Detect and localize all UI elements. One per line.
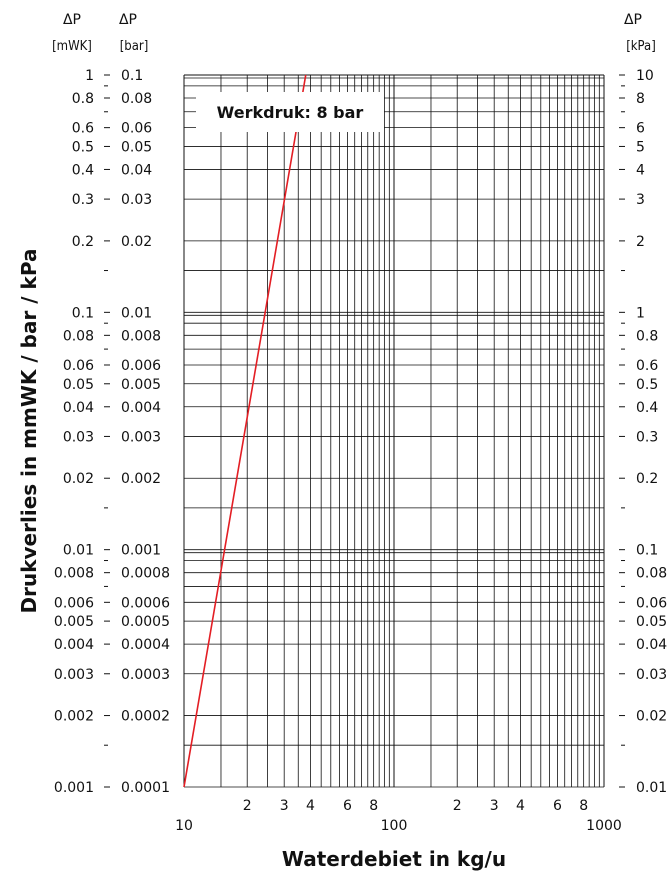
x-tick-label: 10 — [175, 818, 193, 834]
y-tick-label-mwk: 0.1 — [72, 305, 94, 321]
y-axis-title: Drukverlies in mmWK / bar / kPa — [17, 249, 41, 614]
x-tick-label: 4 — [516, 798, 525, 814]
y-tick-label-mwk: 0.02 — [63, 471, 94, 487]
x-tick-label: 2 — [243, 798, 252, 814]
y-tick-label-kpa: 2 — [636, 234, 645, 250]
x-tick-label: 8 — [579, 798, 588, 814]
y-tick-label-mwk: 0.4 — [72, 162, 94, 178]
y-tick-label-bar: 0.0005 — [121, 614, 170, 630]
y-tick-label-bar: 0.05 — [121, 139, 152, 155]
y-tick-label-mwk: 0.05 — [63, 377, 94, 393]
y-tick-label-bar: 0.004 — [121, 400, 161, 416]
y-tick-label-mwk: 0.004 — [54, 637, 94, 653]
y-tick-label-kpa: 0.04 — [636, 637, 667, 653]
y-tick-label-kpa: 5 — [636, 139, 645, 155]
bar-axis-symbol: ΔP — [119, 12, 137, 28]
y-tick-label-bar: 0.06 — [121, 121, 152, 137]
x-tick-label: 3 — [490, 798, 499, 814]
y-tick-label-bar: 0.0004 — [121, 637, 170, 653]
y-tick-label-kpa: 0.2 — [636, 471, 658, 487]
kpa-axis-symbol: ΔP — [624, 12, 642, 28]
y-tick-label-bar: 0.03 — [121, 192, 152, 208]
x-tick-label: 8 — [369, 798, 378, 814]
y-tick-label-kpa: 8 — [636, 91, 645, 107]
kpa-axis-unit: [kPa] — [626, 39, 656, 54]
x-tick-label: 3 — [280, 798, 289, 814]
y-tick-label-kpa: 0.1 — [636, 543, 658, 559]
bar-axis-unit: [bar] — [120, 39, 149, 54]
y-tick-label-mwk: 0.8 — [72, 91, 94, 107]
annotation-box — [196, 92, 384, 132]
y-tick-label-bar: 0.005 — [121, 377, 161, 393]
y-tick-label-mwk: 0.08 — [63, 328, 94, 344]
y-tick-label-bar: 0.0006 — [121, 595, 170, 611]
y-tick-label-kpa: 0.08 — [636, 566, 667, 582]
y-tick-label-kpa: 0.02 — [636, 709, 667, 725]
x-tick-label: 2 — [453, 798, 462, 814]
y-tick-label-kpa: 0.3 — [636, 429, 658, 445]
y-tick-label-mwk: 0.006 — [54, 595, 94, 611]
x-tick-label: 1000 — [586, 818, 622, 834]
y-tick-label-mwk: 0.2 — [72, 234, 94, 250]
y-tick-label-mwk: 0.5 — [72, 139, 94, 155]
y-tick-label-mwk: 0.3 — [72, 192, 94, 208]
y-tick-label-kpa: 0.5 — [636, 377, 658, 393]
y-tick-label-mwk: 0.002 — [54, 709, 94, 725]
y-tick-label-kpa: 0.8 — [636, 328, 658, 344]
y-tick-label-bar: 0.0008 — [121, 566, 170, 582]
y-tick-label-kpa: 0.03 — [636, 667, 667, 683]
y-tick-label-bar: 0.003 — [121, 429, 161, 445]
y-tick-label-bar: 0.04 — [121, 162, 152, 178]
y-tick-label-bar: 0.006 — [121, 358, 161, 374]
y-tick-label-bar: 0.002 — [121, 471, 161, 487]
y-tick-label-kpa: 0.6 — [636, 358, 658, 374]
y-tick-label-bar: 0.02 — [121, 234, 152, 250]
x-tick-label: 100 — [381, 818, 408, 834]
annotation-layer: Werkdruk: 8 bar — [196, 92, 384, 132]
y-tick-label-kpa: 0.01 — [636, 780, 667, 796]
y-tick-label-kpa: 6 — [636, 121, 645, 137]
y-tick-label-mwk: 0.003 — [54, 667, 94, 683]
y-tick-label-mwk: 0.008 — [54, 566, 94, 582]
y-tick-label-mwk: 0.001 — [54, 780, 94, 796]
y-tick-label-kpa: 1 — [636, 305, 645, 321]
x-axis-title: Waterdebiet in kg/u — [282, 847, 506, 871]
y-tick-label-bar: 0.008 — [121, 328, 161, 344]
y-tick-label-bar: 0.0002 — [121, 709, 170, 725]
annotation-text: Werkdruk: 8 bar — [217, 103, 364, 122]
y-tick-label-kpa: 4 — [636, 162, 645, 178]
axes-layer: 1 0.1 0.8 0.08 0.6 0.06 0.5 0.05 0.4 0.04 0.3 0.03 0… — [17, 12, 667, 871]
grid — [183, 74, 605, 788]
y-tick-label-bar: 0.01 — [121, 305, 152, 321]
y-tick-label-mwk: 0.005 — [54, 614, 94, 630]
y-tick-label-bar: 0.08 — [121, 91, 152, 107]
y-tick-label-bar: 0.0003 — [121, 667, 170, 683]
y-tick-label-bar: 0.0001 — [121, 780, 170, 796]
y-tick-label-mwk: 0.06 — [63, 358, 94, 374]
y-tick-label-bar: 0.1 — [121, 68, 143, 84]
series-line — [183, 74, 307, 788]
y-tick-label-kpa: 0.05 — [636, 614, 667, 630]
mwk-axis-symbol: ΔP — [63, 12, 81, 28]
x-tick-label: 6 — [343, 798, 352, 814]
x-tick-label: 4 — [306, 798, 315, 814]
y-tick-label-mwk: 1 — [85, 68, 94, 84]
y-tick-label-kpa: 0.06 — [636, 595, 667, 611]
y-tick-label-kpa: 3 — [636, 192, 645, 208]
y-tick-label-mwk: 0.6 — [72, 121, 94, 137]
series-layer — [183, 74, 307, 788]
x-tick-label: 6 — [553, 798, 562, 814]
y-tick-label-mwk: 0.04 — [63, 400, 94, 416]
y-tick-label-mwk: 0.01 — [63, 543, 94, 559]
y-tick-label-kpa: 10 — [636, 68, 654, 84]
y-tick-label-bar: 0.001 — [121, 543, 161, 559]
y-tick-label-mwk: 0.03 — [63, 429, 94, 445]
y-tick-label-kpa: 0.4 — [636, 400, 658, 416]
mwk-axis-unit: [mWK] — [52, 39, 92, 54]
